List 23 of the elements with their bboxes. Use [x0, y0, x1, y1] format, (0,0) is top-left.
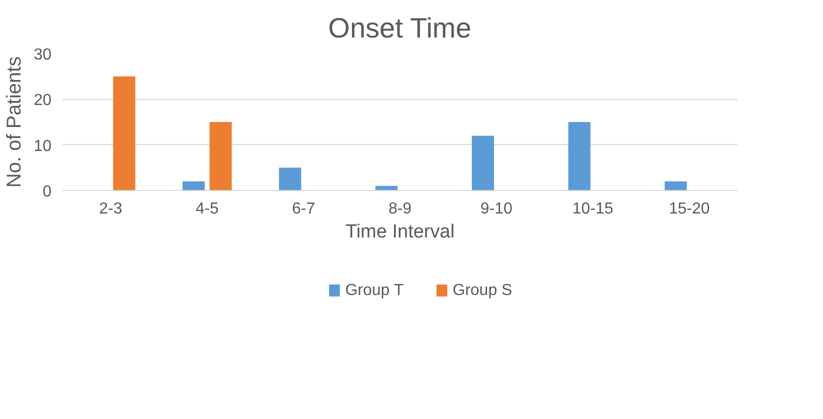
y-tick-label: 10	[34, 138, 52, 155]
x-tick-label: 2-3	[99, 200, 122, 218]
y-axis-title: No. of Patients	[4, 56, 26, 188]
bar	[664, 181, 687, 190]
chart-title: Onset Time	[328, 12, 472, 44]
x-tick-label: 10-15	[572, 200, 614, 218]
bar	[210, 122, 232, 190]
bar	[182, 181, 205, 190]
y-tick-label: 20	[34, 92, 52, 110]
x-tick-label: 6-7	[292, 200, 316, 218]
x-tick-label: 15-20	[668, 200, 710, 218]
bar	[472, 136, 494, 190]
legend-label: Group S	[452, 282, 512, 299]
x-tick-label: 9-10	[480, 200, 513, 218]
x-tick-label: 4-5	[196, 200, 219, 218]
x-tick-label: 8-9	[388, 200, 412, 218]
y-tick-label: 30	[34, 46, 52, 64]
bar	[278, 168, 302, 190]
legend-label: Group T	[345, 282, 404, 299]
bar	[113, 76, 136, 190]
x-axis-title: Time Interval	[345, 222, 455, 242]
bar	[568, 122, 590, 190]
y-tick-label: 0	[42, 184, 52, 200]
